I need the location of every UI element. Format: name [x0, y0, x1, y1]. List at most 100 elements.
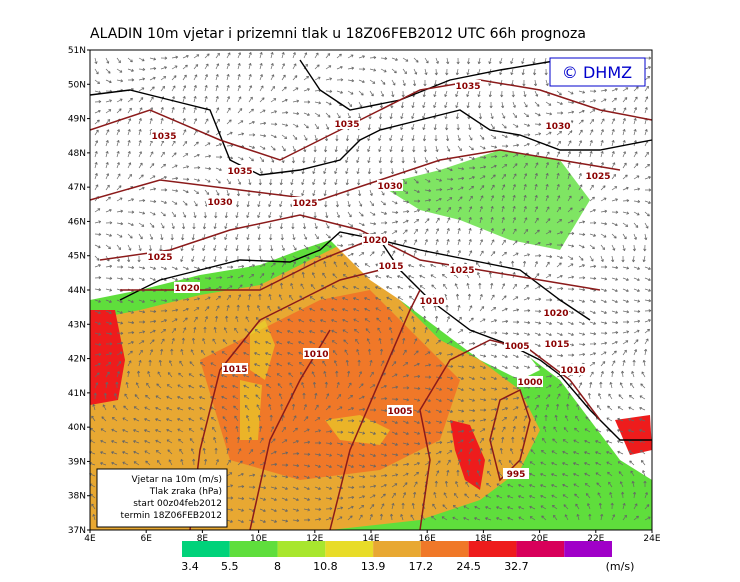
isobar-label-bg [227, 165, 253, 176]
title: ALADIN 10m vjetar i prizemni tlak u 18Z0… [90, 26, 586, 42]
isobar-label: 1010 [419, 297, 444, 307]
info-line: termin 18Z06FEB2012 [121, 511, 222, 521]
logo-box [549, 57, 646, 87]
isobar-label: 1025 [292, 199, 317, 209]
isobar-label-bg [292, 197, 318, 208]
lat-label: 46N [68, 217, 86, 227]
lat-label: 47N [68, 183, 86, 193]
lon-label: 10E [250, 534, 267, 544]
lat-label: 42N [68, 355, 86, 365]
lon-label: 22E [587, 534, 604, 544]
lon-label: 16E [419, 534, 436, 544]
isobar-label: 1035 [227, 167, 252, 177]
colorbar-label: 17.2 [409, 560, 434, 573]
colorbar-box [182, 541, 230, 557]
isobar-label-bg [449, 264, 475, 275]
lat-label: 48N [68, 149, 86, 159]
lon-label: 12E [306, 534, 323, 544]
lat-label: 37N [68, 526, 86, 536]
isobar-label: 1005 [504, 342, 529, 352]
colorbar-box [325, 541, 374, 557]
info-line: Tlak zraka (hPa) [149, 487, 222, 497]
isobar-label-bg [303, 348, 329, 359]
info-lines: Vjetar na 10m (m/s) Tlak zraka (hPa) start… [121, 475, 222, 521]
lon-label: 4E [84, 534, 96, 544]
wind-max-aegean [615, 415, 652, 455]
isobar-label: 1005 [387, 407, 412, 417]
lat-label: 41N [68, 389, 86, 399]
colorbar-box [420, 541, 469, 557]
isobar-label-bg [517, 376, 543, 387]
lon-label: 6E [140, 534, 152, 544]
lat-label: 49N [68, 115, 86, 125]
wind-max-ionian [450, 420, 485, 490]
lon-label: 20E [531, 534, 548, 544]
colorbar-box [468, 541, 517, 557]
lon-label: 8E [197, 534, 209, 544]
isobar-label-bg [545, 120, 571, 131]
isobar-label: 995 [507, 470, 526, 480]
isobar-label: 1030 [207, 198, 232, 208]
isobar-label: 1025 [449, 266, 474, 276]
colorbar-label: 8 [274, 560, 281, 573]
isobar-label: 1020 [174, 284, 199, 294]
isobar-label: 1025 [585, 172, 610, 182]
isobar-label-bg [387, 405, 413, 416]
colorbar-label: 5.5 [221, 560, 239, 573]
isobar-label: 1025 [147, 253, 172, 263]
colorbar-label: 3.4 [181, 560, 199, 573]
isobar-label: 1000 [517, 378, 542, 388]
lat-label: 50N [68, 80, 86, 90]
info-line: start 00z04feb2012 [133, 499, 222, 509]
isobar-label-bg [503, 468, 529, 479]
isobar-label-bg [585, 170, 611, 181]
axes: 51N 50N 49N 48N 47N 46N 45N 44N 43N 42N 41N 40N 39N 3… [68, 46, 661, 544]
isobar-label-bg [222, 363, 248, 374]
isobar-label-bg [207, 196, 233, 207]
lon-label: 18E [475, 534, 492, 544]
colorbar: 3.4 5.5 8 10.8 13.9 17.2 24.5 32.7 (m/s) [181, 541, 634, 573]
isobar-label-bg [544, 338, 570, 349]
isobar-label: 1015 [222, 365, 247, 375]
colorbar-box [564, 541, 612, 557]
colorbar-box [516, 541, 565, 557]
lat-label: 43N [68, 320, 86, 330]
lon-label: 14E [362, 534, 379, 544]
isobar-label: 1010 [303, 350, 328, 360]
lat-label: 45N [68, 252, 86, 262]
isobar-labels: 1035 1030 1035 1035 1035 1030 1025 1030 1025 1020… [147, 80, 611, 480]
isobar-label: 1030 [377, 182, 402, 192]
isobar-label-bg [455, 80, 481, 91]
isobar-label: 1035 [455, 82, 480, 92]
lat-label: 44N [68, 286, 86, 296]
isobar-label-bg [504, 340, 530, 351]
isobar-label-bg [543, 307, 569, 318]
info-box [96, 468, 228, 528]
isobar-label-bg [378, 260, 404, 271]
colorbar-label: 24.5 [456, 560, 481, 573]
isobar-label-bg [151, 130, 177, 141]
colorbar-label: 13.9 [361, 560, 386, 573]
colorbar-unit: (m/s) [606, 560, 635, 573]
isobar-label: 1020 [543, 309, 568, 319]
isobar-label-bg [362, 234, 388, 245]
logo: © DHMZ [562, 63, 632, 82]
isobar-label-bg [560, 364, 586, 375]
isobar-label: 1015 [544, 340, 569, 350]
isobar-label-bg [377, 180, 403, 191]
colorbar-box [277, 541, 326, 557]
isobar-label: 1010 [560, 366, 585, 376]
lat-label: 38N [68, 492, 86, 502]
isobar-label: 1020 [362, 236, 387, 246]
isobar-label: 1035 [151, 132, 176, 142]
isobar-label-bg [419, 295, 445, 306]
isobar-label: 1030 [545, 122, 570, 132]
isobar-label: 1015 [378, 262, 403, 272]
lat-label: 51N [68, 46, 86, 56]
isobar-label-bg [334, 118, 360, 129]
islands [240, 320, 390, 445]
isobar-label: 1035 [334, 120, 359, 130]
colorbar-label: 32.7 [504, 560, 529, 573]
lon-label: 24E [643, 534, 660, 544]
map: 1035 1030 1035 1035 1035 1030 1025 1030 1025 1020… [89, 49, 653, 531]
